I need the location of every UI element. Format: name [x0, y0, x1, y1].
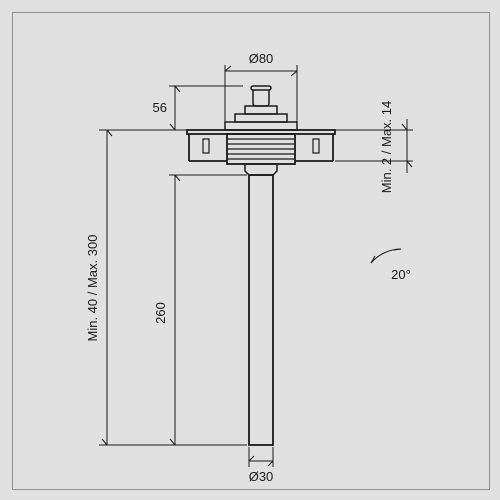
technical-drawing: Ø80 56 Min. 40 / Max. 300 260 Ø30	[13, 13, 489, 489]
label-flange-height: 56	[153, 100, 167, 115]
label-bottom-diameter: Ø30	[249, 469, 274, 484]
label-top-diameter: Ø80	[249, 51, 274, 66]
label-vertical-range: Min. 40 / Max. 300	[85, 235, 100, 342]
label-angle: 20°	[391, 267, 411, 282]
label-thickness-range: Min. 2 / Max. 14	[379, 101, 394, 193]
label-tube-length: 260	[153, 302, 168, 324]
diagram-frame: Ø80 56 Min. 40 / Max. 300 260 Ø30	[12, 12, 490, 490]
